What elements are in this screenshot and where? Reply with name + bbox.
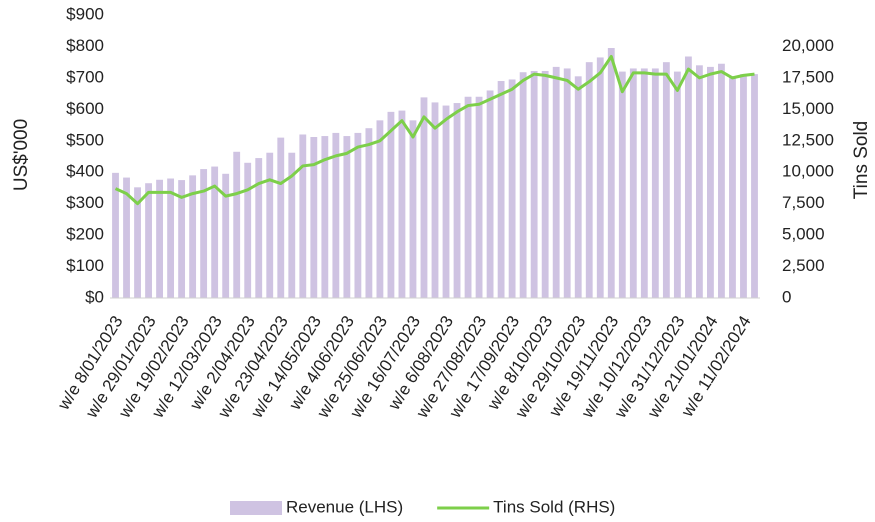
- bar: [563, 68, 571, 298]
- y-tick-label: $900: [66, 4, 104, 23]
- bar: [409, 120, 417, 298]
- bar: [398, 110, 406, 298]
- y-tick-label: $400: [66, 162, 104, 181]
- bar: [387, 111, 395, 298]
- legend-swatch: [230, 501, 282, 515]
- bar: [618, 71, 626, 298]
- bar: [266, 152, 274, 298]
- y2-tick-label: 17,500: [782, 67, 834, 86]
- y-tick-label: $800: [66, 36, 104, 55]
- bar: [321, 136, 329, 298]
- bar: [310, 137, 318, 298]
- bar: [729, 76, 736, 298]
- bar: [420, 97, 428, 298]
- bar: [332, 132, 340, 298]
- bar: [178, 180, 186, 298]
- legend-label: Tins Sold (RHS): [493, 497, 615, 516]
- bar: [277, 137, 285, 298]
- bar: [464, 96, 472, 298]
- bar: [123, 177, 130, 298]
- bar: [607, 48, 615, 299]
- y-tick-label: $500: [66, 130, 104, 149]
- y2-axis-title: Tins Sold: [851, 121, 872, 200]
- bar: [707, 66, 714, 298]
- bar: [673, 71, 681, 298]
- bar: [200, 169, 208, 298]
- bar: [156, 179, 163, 298]
- bar: [145, 183, 152, 298]
- y2-tick-label: 0: [782, 287, 791, 306]
- bar: [740, 74, 747, 298]
- bar: [541, 70, 549, 299]
- bar: [486, 90, 494, 298]
- bar: [552, 66, 560, 298]
- y2-tick-label: 20,000: [782, 36, 834, 55]
- bar: [299, 134, 307, 298]
- bar: [453, 103, 461, 299]
- bar: [596, 57, 604, 299]
- bar: [431, 102, 439, 298]
- y-axis-title: US$'000: [11, 119, 32, 191]
- bar: [255, 158, 263, 298]
- bar: [134, 187, 141, 298]
- bar: [211, 166, 219, 298]
- bar: [189, 175, 197, 298]
- bar: [376, 120, 384, 298]
- bar: [233, 151, 241, 298]
- bar: [574, 76, 582, 298]
- bar: [695, 65, 703, 298]
- y2-tick-label: 12,500: [782, 130, 834, 149]
- bar: [354, 132, 362, 298]
- y-tick-label: $200: [66, 225, 104, 244]
- y-tick-label: $300: [66, 193, 104, 212]
- bar: [640, 68, 648, 298]
- bar: [530, 70, 538, 299]
- bar: [651, 68, 659, 298]
- bar: [112, 172, 119, 298]
- y2-tick-label: 5,000: [782, 225, 825, 244]
- bar: [442, 105, 450, 298]
- y-tick-label: $0: [85, 287, 104, 306]
- y2-tick-label: 7,500: [782, 193, 825, 212]
- bar: [167, 178, 175, 298]
- bar: [629, 68, 637, 298]
- y-tick-label: $600: [66, 99, 104, 118]
- bar: [365, 128, 373, 298]
- bar: [497, 81, 505, 299]
- y2-tick-label: 10,000: [782, 162, 834, 181]
- bar: [244, 162, 252, 298]
- bar: [718, 63, 725, 298]
- bar: [288, 152, 296, 298]
- bar: [751, 74, 758, 298]
- bar: [222, 173, 230, 298]
- bar: [662, 62, 670, 298]
- bar: [343, 136, 351, 298]
- y-tick-label: $100: [66, 256, 104, 275]
- y2-tick-label: 2,500: [782, 256, 825, 275]
- y2-tick-label: 15,000: [782, 99, 834, 118]
- legend-label: Revenue (LHS): [286, 497, 403, 516]
- bar: [519, 72, 527, 299]
- bar: [684, 56, 692, 298]
- line: [114, 55, 755, 206]
- bar: [508, 79, 516, 298]
- y-tick-label: $700: [66, 67, 104, 86]
- bar: [475, 96, 483, 298]
- bar: [585, 62, 593, 298]
